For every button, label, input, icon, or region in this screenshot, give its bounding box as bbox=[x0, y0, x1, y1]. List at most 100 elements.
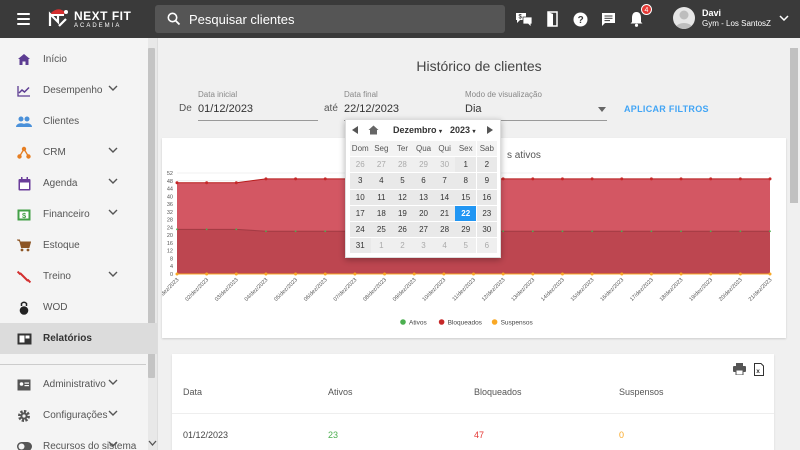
data-point-bloqueados[interactable] bbox=[620, 177, 624, 181]
data-point-bloqueados[interactable] bbox=[323, 177, 327, 181]
message-icon[interactable] bbox=[599, 10, 617, 28]
calendar-day[interactable]: 11 bbox=[371, 189, 392, 205]
sidebar-item-financeiro[interactable]: $ Financeiro bbox=[0, 199, 157, 230]
sidebar-item-wod[interactable]: WOD bbox=[0, 292, 157, 323]
data-point-suspensos[interactable] bbox=[620, 272, 624, 276]
start-date-input[interactable]: 01/12/2023 bbox=[198, 103, 254, 115]
year-selector[interactable]: 2023 ▾ bbox=[450, 125, 476, 135]
data-point-ativos[interactable] bbox=[294, 230, 297, 233]
home-icon[interactable] bbox=[368, 125, 379, 135]
sidebar-item-administrativo[interactable]: Administrativo bbox=[0, 369, 157, 400]
calendar-day[interactable]: 5 bbox=[455, 238, 476, 254]
page-scrollbar-thumb[interactable] bbox=[790, 48, 798, 203]
data-point-ativos[interactable] bbox=[205, 228, 208, 231]
calendar-day[interactable]: 3 bbox=[350, 173, 371, 189]
prev-month-arrow-icon[interactable] bbox=[352, 126, 358, 134]
chat-money-icon[interactable]: $ bbox=[515, 10, 533, 28]
calendar-day[interactable]: 4 bbox=[371, 173, 392, 189]
next-month-arrow-icon[interactable] bbox=[487, 126, 493, 134]
legend-label[interactable]: Suspensos bbox=[501, 320, 534, 327]
sidebar-item-relatorios[interactable]: Relatórios bbox=[0, 323, 157, 354]
data-point-suspensos[interactable] bbox=[679, 272, 683, 276]
data-point-ativos[interactable] bbox=[502, 230, 505, 233]
calendar-day[interactable]: 9 bbox=[476, 173, 498, 189]
data-point-suspensos[interactable] bbox=[560, 272, 564, 276]
sidebar-item-inicio[interactable]: Início bbox=[0, 44, 157, 75]
data-point-ativos[interactable] bbox=[591, 230, 593, 233]
calendar-day[interactable]: 18 bbox=[371, 205, 392, 221]
door-exit-icon[interactable] bbox=[543, 10, 561, 28]
calendar-day[interactable]: 27 bbox=[371, 157, 392, 173]
excel-export-icon[interactable]: x bbox=[754, 363, 764, 376]
data-point-suspensos[interactable] bbox=[738, 272, 742, 276]
data-point-ativos[interactable] bbox=[265, 230, 267, 233]
calendar-day[interactable]: 24 bbox=[350, 221, 371, 238]
legend-label[interactable]: Ativos bbox=[409, 320, 427, 327]
data-point-suspensos[interactable] bbox=[205, 272, 209, 276]
calendar-day[interactable]: 23 bbox=[476, 205, 498, 221]
calendar-day[interactable]: 2 bbox=[392, 238, 413, 254]
search-input[interactable] bbox=[189, 11, 489, 27]
data-point-suspensos[interactable] bbox=[501, 272, 505, 276]
calendar-day[interactable]: 6 bbox=[413, 173, 434, 189]
data-point-suspensos[interactable] bbox=[353, 272, 357, 276]
data-point-suspensos[interactable] bbox=[472, 272, 475, 276]
calendar-day[interactable]: 27 bbox=[413, 221, 434, 238]
data-point-bloqueados[interactable] bbox=[205, 181, 209, 185]
calendar-day[interactable]: 10 bbox=[350, 189, 371, 205]
logo[interactable]: NEXT FIT ACADEMIA bbox=[47, 8, 131, 30]
calendar-day-selected[interactable]: 22 bbox=[455, 205, 476, 221]
calendar-day[interactable]: 1 bbox=[371, 238, 392, 254]
data-point-ativos[interactable] bbox=[235, 228, 238, 231]
calendar-day[interactable]: 12 bbox=[392, 189, 413, 205]
data-point-bloqueados[interactable] bbox=[590, 177, 594, 181]
calendar-day[interactable]: 30 bbox=[434, 157, 455, 173]
calendar-day[interactable]: 16 bbox=[476, 189, 498, 205]
data-point-bloqueados[interactable] bbox=[501, 177, 505, 181]
sidebar-item-crm[interactable]: CRM bbox=[0, 137, 157, 168]
calendar-day[interactable]: 26 bbox=[350, 157, 371, 173]
calendar-day[interactable]: 3 bbox=[413, 238, 434, 254]
sidebar-item-recursos[interactable]: Recursos do sistema bbox=[0, 431, 157, 450]
data-point-suspensos[interactable] bbox=[709, 272, 713, 276]
data-point-suspensos[interactable] bbox=[264, 272, 268, 276]
data-point-ativos[interactable] bbox=[561, 230, 564, 233]
data-point-suspensos[interactable] bbox=[768, 272, 772, 276]
data-point-bloqueados[interactable] bbox=[709, 177, 713, 181]
data-point-ativos[interactable] bbox=[739, 230, 742, 233]
calendar-day[interactable]: 28 bbox=[434, 221, 455, 238]
data-point-suspensos[interactable] bbox=[442, 272, 446, 276]
calendar-day[interactable]: 19 bbox=[392, 205, 413, 221]
calendar-day[interactable]: 31 bbox=[350, 238, 371, 254]
calendar-day[interactable]: 15 bbox=[455, 189, 476, 205]
scroll-down-arrow-icon[interactable] bbox=[148, 440, 157, 446]
calendar-day[interactable]: 1 bbox=[455, 157, 476, 173]
data-point-ativos[interactable] bbox=[531, 230, 534, 233]
data-point-suspensos[interactable] bbox=[234, 272, 238, 276]
data-point-suspensos[interactable] bbox=[412, 272, 416, 276]
calendar-day[interactable]: 2 bbox=[476, 157, 498, 173]
data-point-bloqueados[interactable] bbox=[234, 181, 238, 185]
sidebar-item-configuracoes[interactable]: Configurações bbox=[0, 400, 157, 431]
data-point-ativos[interactable] bbox=[176, 228, 178, 231]
apply-filters-button[interactable]: APLICAR FILTROS bbox=[624, 104, 709, 114]
data-point-bloqueados[interactable] bbox=[531, 177, 535, 181]
data-point-ativos[interactable] bbox=[324, 230, 327, 233]
data-point-ativos[interactable] bbox=[769, 230, 771, 233]
sidebar-scrollbar-thumb[interactable] bbox=[148, 48, 155, 378]
calendar-day[interactable]: 7 bbox=[434, 173, 455, 189]
data-point-suspensos[interactable] bbox=[294, 272, 298, 276]
data-point-suspensos[interactable] bbox=[175, 272, 179, 276]
sidebar-item-agenda[interactable]: Agenda bbox=[0, 168, 157, 199]
dropdown-arrow-icon[interactable] bbox=[598, 107, 606, 112]
data-point-bloqueados[interactable] bbox=[738, 177, 742, 181]
data-point-ativos[interactable] bbox=[620, 230, 623, 233]
print-icon[interactable] bbox=[733, 363, 746, 375]
sidebar-item-estoque[interactable]: Estoque bbox=[0, 230, 157, 261]
sidebar-item-treino[interactable]: Treino bbox=[0, 261, 157, 292]
data-point-ativos[interactable] bbox=[650, 230, 653, 233]
calendar-day[interactable]: 4 bbox=[434, 238, 455, 254]
data-point-bloqueados[interactable] bbox=[560, 177, 564, 181]
data-point-ativos[interactable] bbox=[709, 230, 712, 233]
calendar-day[interactable]: 8 bbox=[455, 173, 476, 189]
